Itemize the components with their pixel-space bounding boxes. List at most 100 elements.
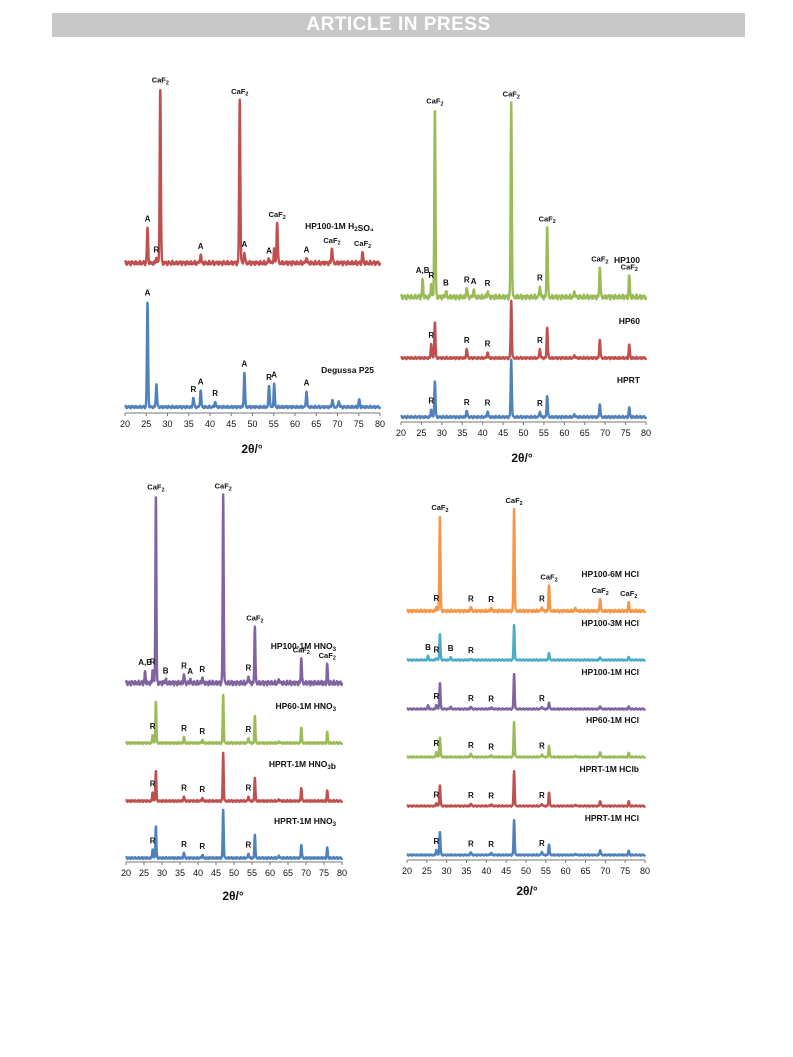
xrd-trace <box>123 301 382 410</box>
x-tick-label: 75 <box>354 419 364 429</box>
x-tick-label: 25 <box>416 428 426 438</box>
series-1-2: HPRT R R R R <box>399 358 648 420</box>
x-tick-label: 70 <box>600 428 610 438</box>
peak-annotation: A <box>145 215 151 224</box>
x-tick-label: 25 <box>139 868 149 878</box>
peak-annotation: R <box>468 646 474 655</box>
x-tick-label: 30 <box>157 868 167 878</box>
x-tick-label: 75 <box>621 428 631 438</box>
x-tick-label: 55 <box>541 866 551 876</box>
x-tick-label: 20 <box>120 419 130 429</box>
xrd-trace <box>124 693 344 746</box>
x-tick-label: 25 <box>141 419 151 429</box>
xrd-trace <box>123 89 382 267</box>
xrd-panel-a: 20 25 30 35 40 45 50 55 60 65 70 75 80 2θ/° HP100-1M H… <box>120 76 385 456</box>
x-tick-label: 65 <box>283 868 293 878</box>
series-label: HPRT-1M HNO3 <box>274 816 337 828</box>
peak-annotation: CaF2 <box>426 96 443 107</box>
series-3-5: HPRT-1M HCl R R R R <box>405 813 647 857</box>
series-label: HP60-1M HCl <box>586 715 639 725</box>
peak-annotation: A <box>304 379 310 388</box>
x-tick-label: 35 <box>184 419 194 429</box>
peak-annotation: CaF2 <box>231 87 248 98</box>
x-tick-label: 60 <box>561 866 571 876</box>
peak-annotation: B <box>443 279 449 288</box>
xrd-trace <box>124 808 344 861</box>
peak-annotation: R <box>199 785 205 794</box>
peak-annotation: A <box>242 360 248 369</box>
peak-annotation: R <box>428 331 434 340</box>
peak-annotation: CaF2 <box>152 76 169 87</box>
peak-annotation: CaF2 <box>215 481 232 492</box>
peak-annotation: R <box>488 595 494 604</box>
peak-annotation: CaF2 <box>293 645 310 656</box>
peak-annotation: R <box>485 399 491 408</box>
peak-annotation: R <box>468 839 474 848</box>
xrd-trace <box>405 672 647 711</box>
x-axis-label: 2θ/° <box>222 889 243 903</box>
x-tick-label: 30 <box>162 419 172 429</box>
peak-annotation: R <box>150 779 156 788</box>
x-tick-label: 70 <box>332 419 342 429</box>
xrd-trace <box>399 101 648 301</box>
peak-annotation: R <box>485 340 491 349</box>
x-tick-label: 70 <box>600 866 610 876</box>
peak-annotation: CaF2 <box>269 210 286 221</box>
peak-annotation: R <box>246 664 252 673</box>
peak-annotation: A <box>198 378 204 387</box>
peak-annotation: R <box>539 694 545 703</box>
peak-annotation: R <box>246 725 252 734</box>
peak-annotation: R <box>212 389 218 398</box>
peak-annotation: R <box>199 727 205 736</box>
series-3-0: HP100-6M HCl CaF2 CaF2 R R R R CaF2 CaF2 CaF2 <box>405 496 647 614</box>
xrd-trace <box>124 493 344 687</box>
peak-annotation: R <box>266 373 272 382</box>
x-tick-label: 80 <box>640 866 650 876</box>
peak-annotation: CaF2 <box>539 214 556 225</box>
peak-annotation: R <box>488 791 494 800</box>
peak-annotation: A,B <box>138 658 152 667</box>
peak-annotation: R <box>485 279 491 288</box>
x-tick-label: 55 <box>539 428 549 438</box>
peak-annotation: R <box>468 741 474 750</box>
peak-annotation: A <box>471 277 477 286</box>
peak-annotation: CaF2 <box>354 239 371 250</box>
peak-annotation: R <box>488 840 494 849</box>
peak-annotation: CaF2 <box>246 614 263 625</box>
x-tick-label: 45 <box>211 868 221 878</box>
x-tick-label: 70 <box>301 868 311 878</box>
peak-annotation: R <box>539 839 545 848</box>
peak-annotation: R <box>537 274 543 283</box>
x-axis-label: 2θ/° <box>241 442 262 456</box>
x-tick-label: 75 <box>620 866 630 876</box>
peak-annotation: CaF2 <box>147 483 164 494</box>
peak-annotation: A <box>304 245 310 254</box>
x-tick-label: 55 <box>269 419 279 429</box>
series-label: HP100-1M H2SO₄ <box>305 221 374 233</box>
series-label: HPRT-1M HClb <box>580 764 640 774</box>
series-label: HP100-6M HCl <box>581 569 639 579</box>
series-label: HP100-1M HCl <box>581 667 639 677</box>
series-label: HP100-1M HNO3 <box>271 641 337 653</box>
x-tick-label: 30 <box>437 428 447 438</box>
peak-annotation: R <box>154 245 160 254</box>
x-tick-label: 20 <box>402 866 412 876</box>
x-tick-label: 50 <box>229 868 239 878</box>
x-tick-label: 75 <box>319 868 329 878</box>
x-tick-label: 40 <box>478 428 488 438</box>
peak-annotation: CaF2 <box>592 586 609 597</box>
peak-annotation: CaF2 <box>503 89 520 100</box>
x-tick-label: 60 <box>559 428 569 438</box>
peak-annotation: R <box>433 645 439 654</box>
x-tick-label: 60 <box>265 868 275 878</box>
x-tick-label: 80 <box>641 428 651 438</box>
x-tick-label: 65 <box>311 419 321 429</box>
peak-annotation: R <box>464 275 470 284</box>
peak-annotation: CaF2 <box>621 262 638 273</box>
peak-annotation: R <box>539 594 545 603</box>
peak-annotation: R <box>150 657 156 666</box>
peak-annotation: R <box>468 694 474 703</box>
